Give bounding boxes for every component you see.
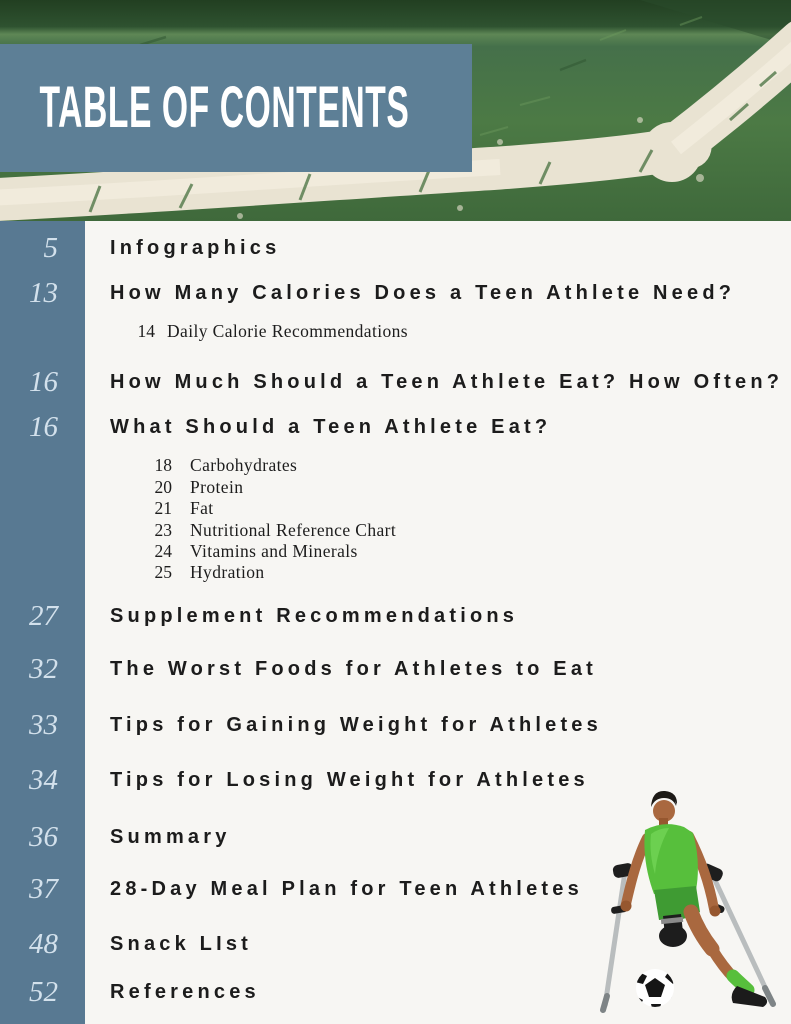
toc-subentry-page-number: 21 — [154, 498, 173, 519]
toc-entry-page-number: 37 — [29, 872, 58, 905]
toc-list: 5 Infographics 13 How Many Calories Does a … — [0, 221, 791, 1007]
toc-entry[interactable]: 5 Infographics — [0, 233, 791, 263]
toc-entry[interactable]: 27 Supplement Recommendations — [0, 601, 791, 631]
toc-subentry-page-number: 23 — [154, 519, 173, 540]
soccer-ball-icon — [636, 969, 674, 1007]
toc-subentry-title[interactable]: Vitamins and Minerals — [190, 541, 358, 562]
hero-photo-soccer-field: TABLE OF CONTENTS — [0, 0, 791, 221]
toc-entry-title[interactable]: The Worst Foods for Athletes to Eat — [110, 657, 598, 680]
toc-subentry[interactable]: 18 Carbohydrates — [0, 455, 791, 476]
toc-entry[interactable]: 13 How Many Calories Does a Teen Athlete … — [0, 278, 791, 342]
player-body — [620, 790, 768, 1007]
toc-subentry[interactable]: 25 Hydration — [0, 562, 791, 583]
toc-subentry-title[interactable]: Fat — [190, 498, 214, 519]
toc-entry-title[interactable]: Tips for Gaining Weight for Athletes — [110, 713, 602, 736]
toc-subentry-page-number: 25 — [154, 562, 173, 583]
toc-entry-title[interactable]: 28-Day Meal Plan for Teen Athletes — [110, 877, 583, 900]
toc-subentry-page-number: 18 — [154, 455, 173, 476]
toc-entry-title[interactable]: Snack LIst — [110, 932, 253, 955]
toc-entry-page-number: 52 — [29, 975, 58, 1008]
title-banner: TABLE OF CONTENTS — [0, 44, 472, 172]
toc-entry[interactable]: 36 Summary — [0, 822, 791, 852]
toc-subentry-page-number: 24 — [154, 541, 173, 562]
toc-subentry[interactable]: 21 Fat — [0, 498, 791, 519]
toc-entry-title[interactable]: References — [110, 980, 260, 1003]
toc-entry[interactable]: 52 References — [0, 977, 791, 1007]
toc-entry[interactable]: 32 The Worst Foods for Athletes to Eat — [0, 654, 791, 684]
toc-entry-title[interactable]: Summary — [110, 825, 231, 848]
toc-entry-page-number: 16 — [29, 411, 58, 444]
toc-entry-title[interactable]: What Should a Teen Athlete Eat? — [110, 416, 552, 439]
toc-subentry[interactable]: 24 Vitamins and Minerals — [0, 541, 791, 562]
toc-subentry-title[interactable]: Nutritional Reference Chart — [190, 519, 397, 540]
crutch-left — [600, 863, 634, 1013]
toc-subentry-page-number: 14 — [137, 321, 156, 341]
toc-entry[interactable]: 16 How Much Should a Teen Athlete Eat? Ho… — [0, 367, 791, 397]
toc-entry-page-number: 34 — [29, 763, 58, 796]
toc-entry[interactable]: 16 What Should a Teen Athlete Eat? 18 Carbo… — [0, 412, 791, 583]
page-title: TABLE OF CONTENTS — [39, 75, 410, 140]
toc-entry-page-number: 16 — [29, 366, 58, 399]
toc-entry-page-number: 32 — [29, 652, 58, 685]
toc-subentries: 18 Carbohydrates 20 Protein 21 Fat 23 Nutrition… — [0, 455, 791, 583]
page-number-sidebar — [0, 221, 85, 1024]
toc-entry-page-number: 5 — [43, 232, 59, 264]
toc-subentry[interactable]: 14 Daily Calorie Recommendations — [0, 321, 791, 342]
toc-entry-title[interactable]: How Many Calories Does a Teen Athlete Ne… — [110, 282, 736, 304]
toc-entry-page-number: 13 — [29, 277, 58, 309]
toc-entry[interactable]: 34 Tips for Losing Weight for Athletes — [0, 765, 791, 795]
toc-entry-page-number: 48 — [29, 927, 58, 960]
toc-entry-page-number: 33 — [29, 708, 58, 741]
toc-entry-title[interactable]: Infographics — [110, 237, 281, 259]
toc-entry-title[interactable]: Supplement Recommendations — [110, 604, 519, 627]
toc-entry-title[interactable]: How Much Should a Teen Athlete Eat? How … — [110, 371, 784, 394]
toc-entry[interactable]: 33 Tips for Gaining Weight for Athletes — [0, 710, 791, 740]
toc-entry-page-number: 36 — [29, 820, 58, 853]
toc-subentry-title[interactable]: Carbohydrates — [190, 455, 298, 476]
amputee-soccer-player-illustration — [585, 770, 791, 1024]
toc-subentry[interactable]: 23 Nutritional Reference Chart — [0, 520, 791, 541]
toc-entry-page-number: 27 — [29, 599, 58, 632]
toc-subentry-title[interactable]: Hydration — [190, 562, 265, 583]
toc-subentry-title[interactable]: Protein — [190, 476, 244, 497]
toc-subentry[interactable]: 20 Protein — [0, 477, 791, 498]
amputee-soccer-player-icon — [600, 790, 776, 1013]
toc-entry[interactable]: 37 28-Day Meal Plan for Teen Athletes — [0, 874, 791, 904]
toc-subentry-title[interactable]: Daily Calorie Recommendations — [167, 321, 408, 341]
toc-subentries: 14 Daily Calorie Recommendations — [0, 321, 791, 342]
toc-subentry-page-number: 20 — [154, 476, 173, 497]
toc-entry[interactable]: 48 Snack LIst — [0, 929, 791, 959]
toc-entry-title[interactable]: Tips for Losing Weight for Athletes — [110, 768, 589, 791]
